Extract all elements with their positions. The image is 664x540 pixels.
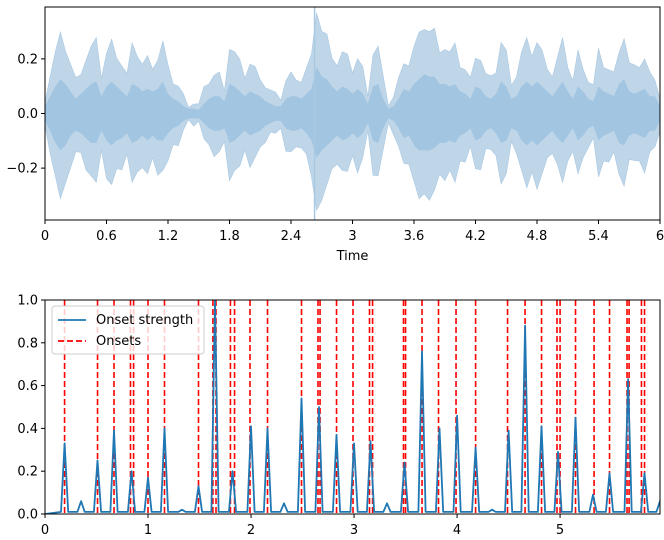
waveform-x-tick-label: 4.8: [527, 229, 548, 244]
onset-y-tick-label: 0.6: [17, 379, 38, 394]
onset-x-tick-label: 4: [453, 523, 461, 538]
waveform-x-tick-label: 3: [348, 229, 356, 244]
onset-x-tick-label: 1: [144, 523, 152, 538]
onset-y-tick-label: 0.4: [17, 422, 38, 437]
legend-box: [51, 305, 205, 355]
waveform-x-tick-label: 3.6: [404, 229, 425, 244]
waveform-core: [45, 66, 660, 158]
onset-y-tick-label: 0.0: [17, 508, 38, 523]
onset-x-tick-label: 0: [41, 523, 49, 538]
onset-plot-area: [45, 300, 660, 514]
onset-x-tick-label: 5: [556, 523, 564, 538]
waveform-x-tick-label: 4.2: [465, 229, 486, 244]
waveform-x-tick-label: 0: [41, 229, 49, 244]
onset-y-tick-label: 1.0: [17, 294, 38, 309]
onset-y-tick-label: 0.8: [17, 336, 38, 351]
waveform-x-tick-label: 0.6: [96, 229, 117, 244]
waveform-y-tick-label: 0.2: [17, 52, 38, 67]
waveform-x-axis-label: Time: [336, 249, 369, 264]
onset-strength-line: [45, 300, 660, 514]
onset-ticks: 0 1 2 3 4 5 0.0 0.2 0.4 0.6 0.8 1.0: [17, 294, 564, 539]
waveform-panel: 0 0.6 1.2 1.8 2.4 3 3.6 4.2 4.8 5.4 6 −0.2 0.0 0.2 Ti…: [6, 6, 664, 264]
waveform-x-tick-label: 5.4: [588, 229, 609, 244]
legend-onsets-label: Onsets: [96, 334, 141, 349]
waveform-x-tick-label: 1.8: [219, 229, 240, 244]
onset-x-tick-label: 3: [350, 523, 358, 538]
waveform-ticks: 0 0.6 1.2 1.8 2.4 3 3.6 4.2 4.8 5.4 6 −0.2 0.0 0.2: [6, 52, 664, 244]
legend: Onset strength Onsets: [51, 305, 205, 355]
waveform-x-tick-label: 6: [656, 229, 664, 244]
onset-y-tick-label: 0.2: [17, 465, 38, 480]
waveform-y-tick-label: −0.2: [6, 162, 38, 177]
waveform-x-tick-label: 1.2: [158, 229, 179, 244]
onset-axes-frame: [44, 299, 661, 515]
waveform-plot-area: [45, 7, 660, 220]
waveform-x-tick-label: 2.4: [281, 229, 302, 244]
onset-panel: 0 1 2 3 4 5 0.0 0.2 0.4 0.6 0.8 1.0 Onset strength …: [17, 294, 661, 539]
waveform-y-tick-label: 0.0: [17, 107, 38, 122]
legend-onset-strength-label: Onset strength: [96, 313, 193, 328]
onset-x-tick-label: 2: [247, 523, 255, 538]
